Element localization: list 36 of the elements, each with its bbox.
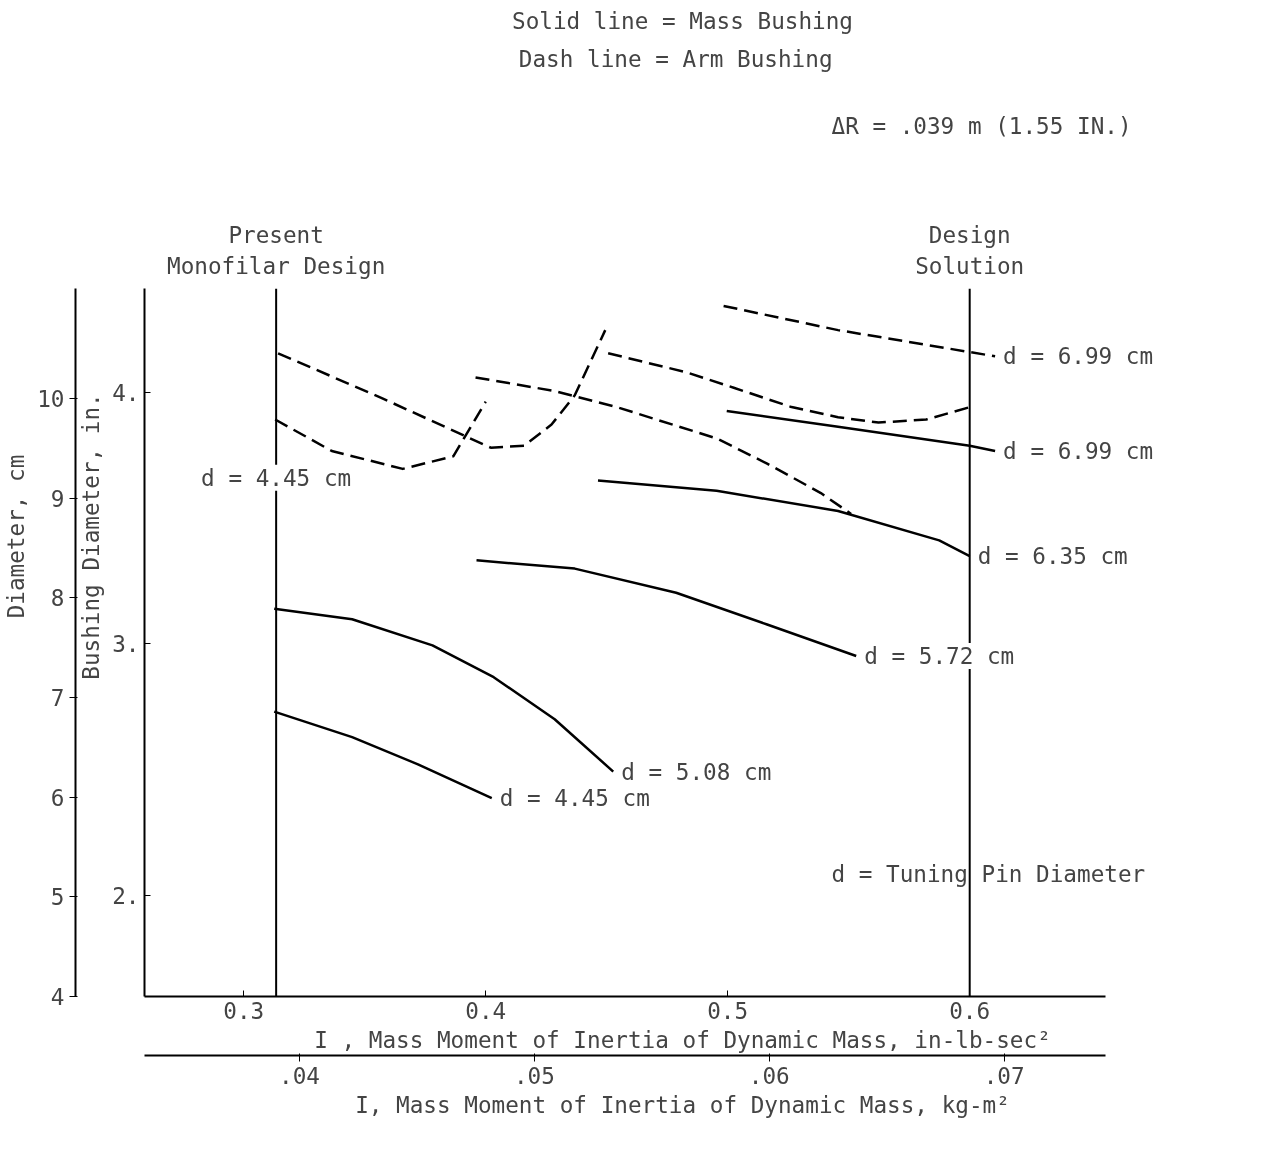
y2-tick-label: 10: [37, 385, 65, 412]
y-tick-label: 2.: [112, 883, 140, 910]
y-tick-label: 3.: [112, 631, 140, 658]
text: ΔR = .039 m (1.55 IN.): [831, 112, 1132, 139]
y2-tick-label: 8: [50, 585, 65, 612]
y2-tick-label: 5: [50, 884, 65, 911]
chart-title: Solid line = Mass Bushing: [512, 7, 854, 34]
ref-line-label: Design Solution: [915, 221, 1025, 279]
y-tick-label: 4.: [112, 379, 140, 406]
x2-axis-title: I, Mass Moment of Inertia of Dynamic Mass, kg-m²: [355, 1091, 1010, 1118]
x2-tick-label: .06: [748, 1062, 790, 1089]
x-tick-label: 0.4: [465, 997, 507, 1024]
x-tick-label: 0.6: [949, 997, 991, 1024]
annotation: d = Tuning Pin Diameter: [831, 860, 1146, 887]
y-axis-title: Bushing Diameter, in.: [78, 393, 105, 680]
x-tick-label: 0.3: [223, 997, 265, 1024]
y2-axis-title: Diameter, cm: [3, 454, 30, 619]
y2-tick-label: 9: [50, 485, 65, 512]
annotation: d = 4.45 cm: [201, 464, 352, 491]
x-axis-title: I , Mass Moment of Inertia of Dynamic Mass, in-lb-sec²: [314, 1026, 1051, 1053]
annotation: d = 4.45 cm: [499, 785, 650, 812]
x2-tick-label: .07: [983, 1062, 1025, 1089]
annotation: d = 6.99 cm: [1003, 438, 1154, 464]
y2-tick-label: 4: [50, 984, 65, 1010]
y2-tick-label: 6: [50, 784, 65, 811]
annotation: d = 5.08 cm: [621, 758, 772, 785]
ref-line-label: Present Monofilar Design: [167, 221, 386, 279]
x2-tick-label: .04: [279, 1062, 320, 1089]
x-tick-label: 0.5: [707, 997, 749, 1024]
line-series: [475, 559, 858, 658]
annotation: d = 6.99 cm: [1003, 343, 1154, 370]
chart-subtitle: Dash line = Arm Bushing: [518, 45, 833, 72]
annotation: d = 6.35 cm: [977, 543, 1128, 570]
x2-tick-label: .05: [513, 1062, 555, 1089]
annotation: d = 5.72 cm: [864, 643, 1015, 669]
y2-tick-label: 7: [50, 684, 65, 711]
